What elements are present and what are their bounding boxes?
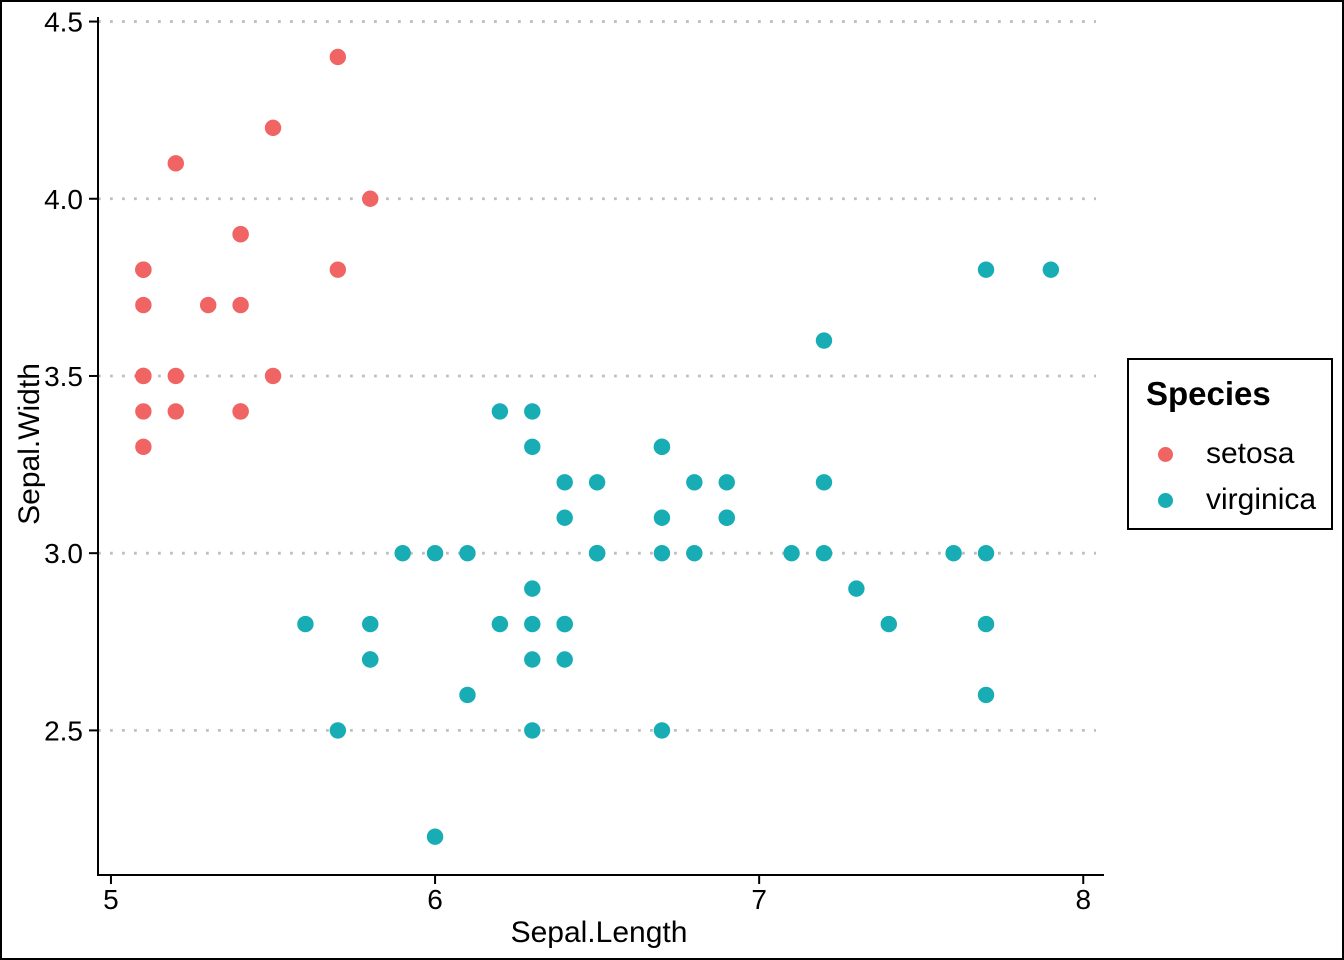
data-point-virginica xyxy=(815,474,833,491)
data-point-virginica xyxy=(653,722,671,739)
data-point-virginica xyxy=(588,544,606,562)
legend-label-setosa: setosa xyxy=(1206,437,1295,470)
data-point-setosa xyxy=(135,296,152,314)
data-point-virginica xyxy=(491,615,509,633)
data-point-virginica xyxy=(426,828,444,845)
y-axis-title: Sepal.Width xyxy=(13,363,46,525)
legend-dot-setosa-icon xyxy=(1158,446,1173,462)
data-point-virginica xyxy=(653,544,671,562)
y-tick-label: 2.5 xyxy=(44,715,83,746)
data-point-setosa xyxy=(232,403,249,420)
legend-label-virginica: virginica xyxy=(1206,483,1317,516)
data-point-virginica xyxy=(362,651,379,668)
data-point-virginica xyxy=(524,615,541,633)
data-point-virginica xyxy=(977,615,995,633)
legend-dot-virginica-icon xyxy=(1158,492,1173,508)
y-tick-label: 4.0 xyxy=(44,184,83,215)
data-point-virginica xyxy=(491,403,509,420)
data-point-virginica xyxy=(524,722,541,739)
data-point-virginica xyxy=(556,474,573,491)
data-point-setosa xyxy=(232,296,249,314)
data-point-virginica xyxy=(556,651,573,668)
data-point-setosa xyxy=(135,367,152,385)
data-point-setosa xyxy=(329,48,347,66)
data-point-virginica xyxy=(459,686,476,704)
x-tick-label: 7 xyxy=(751,884,767,915)
data-point-virginica xyxy=(880,615,897,633)
x-tick-label: 8 xyxy=(1075,884,1091,915)
data-point-virginica xyxy=(556,509,573,526)
data-point-virginica xyxy=(524,580,541,597)
data-point-setosa xyxy=(264,119,282,137)
data-point-virginica xyxy=(718,474,735,491)
data-point-setosa xyxy=(329,261,347,278)
data-point-virginica xyxy=(556,615,573,633)
data-point-virginica xyxy=(426,544,444,562)
data-point-virginica xyxy=(686,544,703,562)
data-point-setosa xyxy=(135,403,152,420)
legend-title: Species xyxy=(1146,375,1271,412)
data-point-virginica xyxy=(524,651,541,668)
data-point-virginica xyxy=(653,509,671,526)
data-point-virginica xyxy=(1042,261,1060,278)
data-point-virginica xyxy=(329,722,347,739)
data-point-virginica xyxy=(848,580,865,597)
data-point-virginica xyxy=(686,474,703,491)
data-point-setosa xyxy=(167,403,184,420)
data-point-virginica xyxy=(297,615,314,633)
y-tick-label: 3.0 xyxy=(44,538,83,569)
data-point-virginica xyxy=(524,403,541,420)
data-point-virginica xyxy=(362,615,379,633)
data-point-virginica xyxy=(524,438,541,456)
x-tick-label: 5 xyxy=(103,884,119,915)
x-tick-label: 6 xyxy=(427,884,443,915)
data-point-virginica xyxy=(783,544,800,562)
data-point-virginica xyxy=(977,686,995,704)
y-tick-label: 3.5 xyxy=(44,361,83,392)
legend-item-setosa: setosa xyxy=(1158,439,1294,469)
data-point-setosa xyxy=(264,367,282,385)
data-point-setosa xyxy=(167,367,184,385)
legend-item-virginica: virginica xyxy=(1158,485,1316,515)
y-tick-label: 4.5 xyxy=(44,7,83,38)
data-point-virginica xyxy=(977,544,995,562)
data-point-virginica xyxy=(815,544,833,562)
legend: Species setosa virginica xyxy=(1127,358,1333,530)
data-point-setosa xyxy=(135,261,152,278)
data-point-setosa xyxy=(362,190,379,207)
data-point-virginica xyxy=(588,474,606,491)
data-point-setosa xyxy=(232,225,249,243)
data-point-virginica xyxy=(394,544,411,562)
data-point-virginica xyxy=(945,544,962,562)
data-point-virginica xyxy=(815,332,833,349)
data-point-setosa xyxy=(135,438,152,456)
data-point-virginica xyxy=(459,544,476,562)
x-axis-title: Sepal.Length xyxy=(510,916,688,949)
data-point-setosa xyxy=(167,155,184,172)
data-point-virginica xyxy=(653,438,671,456)
data-point-virginica xyxy=(718,509,735,526)
data-point-virginica xyxy=(977,261,995,278)
data-point-setosa xyxy=(199,296,217,314)
